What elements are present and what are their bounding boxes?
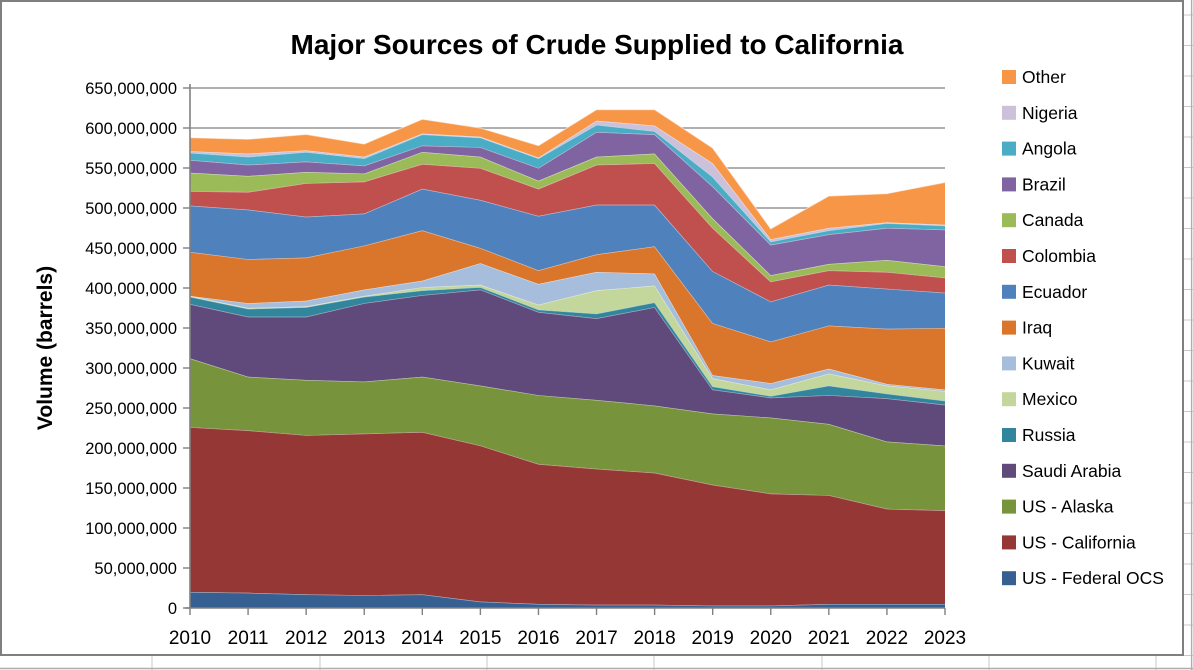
legend-label: Colombia (1022, 246, 1096, 266)
legend-swatch (1002, 105, 1016, 120)
legend-swatch (1002, 571, 1016, 586)
y-tick-label: 150,000,000 (85, 480, 177, 498)
x-tick-label: 2016 (517, 628, 559, 649)
area-band-other (190, 109, 945, 240)
x-tick-label: 2023 (924, 628, 966, 649)
legend-label: US - California (1022, 532, 1136, 552)
legend-item: US - Alaska (1002, 497, 1114, 517)
area-band-us-california (190, 427, 945, 606)
area-series (189, 108, 946, 608)
legend-item: US - Federal OCS (1002, 568, 1164, 588)
y-tick-label: 250,000,000 (85, 400, 177, 418)
y-tick-label: 400,000,000 (85, 280, 177, 298)
legend-swatch (1002, 320, 1016, 335)
legend-swatch (1002, 356, 1016, 371)
area-band-russia (190, 287, 945, 405)
legend-swatch (1002, 392, 1016, 407)
legend-item: US - California (1002, 532, 1136, 552)
area-band-colombia (190, 163, 945, 302)
x-tick-label: 2017 (575, 628, 617, 649)
y-tick-label: 100,000,000 (85, 520, 177, 538)
legend-label: Russia (1022, 425, 1076, 445)
y-tick-label: 550,000,000 (85, 160, 177, 178)
legend-label: Saudi Arabia (1022, 461, 1122, 481)
legend-item: Nigeria (1002, 103, 1078, 123)
x-tick-label: 2019 (692, 628, 734, 649)
legend-label: Brazil (1022, 174, 1066, 194)
area-band-mexico (190, 284, 945, 401)
area-band-ecuador (190, 188, 945, 342)
legend-item: Mexico (1002, 389, 1077, 409)
legend-label: Ecuador (1022, 282, 1087, 302)
area-band-brazil (190, 132, 945, 276)
legend-item: Iraq (1002, 318, 1052, 338)
legend-label: Other (1022, 67, 1066, 87)
legend-swatch (1002, 70, 1016, 84)
x-tick-label: 2015 (459, 628, 501, 649)
chart-title: Major Sources of Crude Supplied to Calif… (291, 29, 904, 60)
legend-swatch (1002, 177, 1016, 192)
x-axis-tick-labels: 2010 2011 2012 2013 2014 2015 2016 2017 2018 2019… (169, 628, 966, 649)
legend-swatch (1002, 535, 1016, 550)
y-tick-label: 200,000,000 (85, 440, 177, 458)
area-band-us-alaska (190, 358, 945, 511)
legend-item: Ecuador (1002, 282, 1087, 302)
legend-label: Kuwait (1022, 353, 1075, 373)
y-tick-label: 0 (168, 600, 177, 618)
legend-swatch (1002, 249, 1016, 263)
legend-swatch (1002, 284, 1016, 299)
legend-item: Colombia (1002, 246, 1096, 266)
legend-item: Canada (1002, 210, 1084, 230)
legend-item: Other (1002, 67, 1066, 87)
legend-item: Russia (1002, 425, 1076, 445)
x-tick-label: 2018 (633, 628, 675, 649)
legend-swatch (1002, 141, 1016, 156)
legend-swatch (1002, 213, 1016, 228)
y-tick-label: 450,000,000 (85, 240, 177, 258)
x-tick-label: 2012 (285, 628, 327, 649)
area-band-angola (190, 124, 945, 245)
legend-swatch (1002, 428, 1016, 442)
x-tick-label: 2021 (808, 628, 850, 649)
area-band-iraq (190, 230, 945, 390)
axes (183, 84, 946, 615)
legend-label: Mexico (1022, 389, 1077, 409)
x-tick-label: 2010 (169, 628, 211, 649)
y-axis-title: Volume (barrels) (34, 266, 57, 430)
x-tick-label: 2011 (228, 628, 269, 649)
legend-item: Saudi Arabia (1002, 461, 1122, 481)
legend-item: Angola (1002, 139, 1077, 159)
x-tick-label: 2020 (750, 628, 792, 649)
y-tick-label: 650,000,000 (85, 80, 177, 98)
legend-label: Nigeria (1022, 103, 1078, 123)
legend-label: Iraq (1022, 318, 1052, 338)
area-band-kuwait (190, 263, 945, 392)
legend-swatch (1002, 463, 1016, 478)
y-tick-label: 500,000,000 (85, 200, 177, 218)
legend-label: Canada (1022, 210, 1084, 230)
legend-label: US - Federal OCS (1022, 568, 1164, 588)
legend-label: Angola (1022, 139, 1077, 159)
legend-swatch (1002, 499, 1016, 514)
y-axis-tick-labels: 0 50,000,000 100,000,000 150,000,000 200,000… (85, 80, 177, 618)
area-band-saudi-arabia (190, 289, 945, 446)
x-tick-label: 2014 (401, 628, 444, 649)
y-tick-label: 300,000,000 (85, 360, 177, 378)
legend: Other Nigeria Angola Brazil Canada Colombia Ec… (1002, 67, 1164, 588)
legend-item: Brazil (1002, 174, 1066, 194)
legend-item: Kuwait (1002, 353, 1075, 373)
y-tick-label: 350,000,000 (85, 320, 177, 338)
area-band-us-federal-ocs (190, 592, 945, 608)
x-tick-label: 2022 (866, 628, 908, 649)
y-tick-label: 600,000,000 (85, 120, 177, 138)
area-band-top-edge (189, 108, 946, 230)
x-tick-label: 2013 (343, 628, 385, 649)
area-band-canada (190, 152, 945, 282)
y-tick-label: 50,000,000 (94, 560, 177, 578)
legend-label: US - Alaska (1022, 497, 1114, 517)
